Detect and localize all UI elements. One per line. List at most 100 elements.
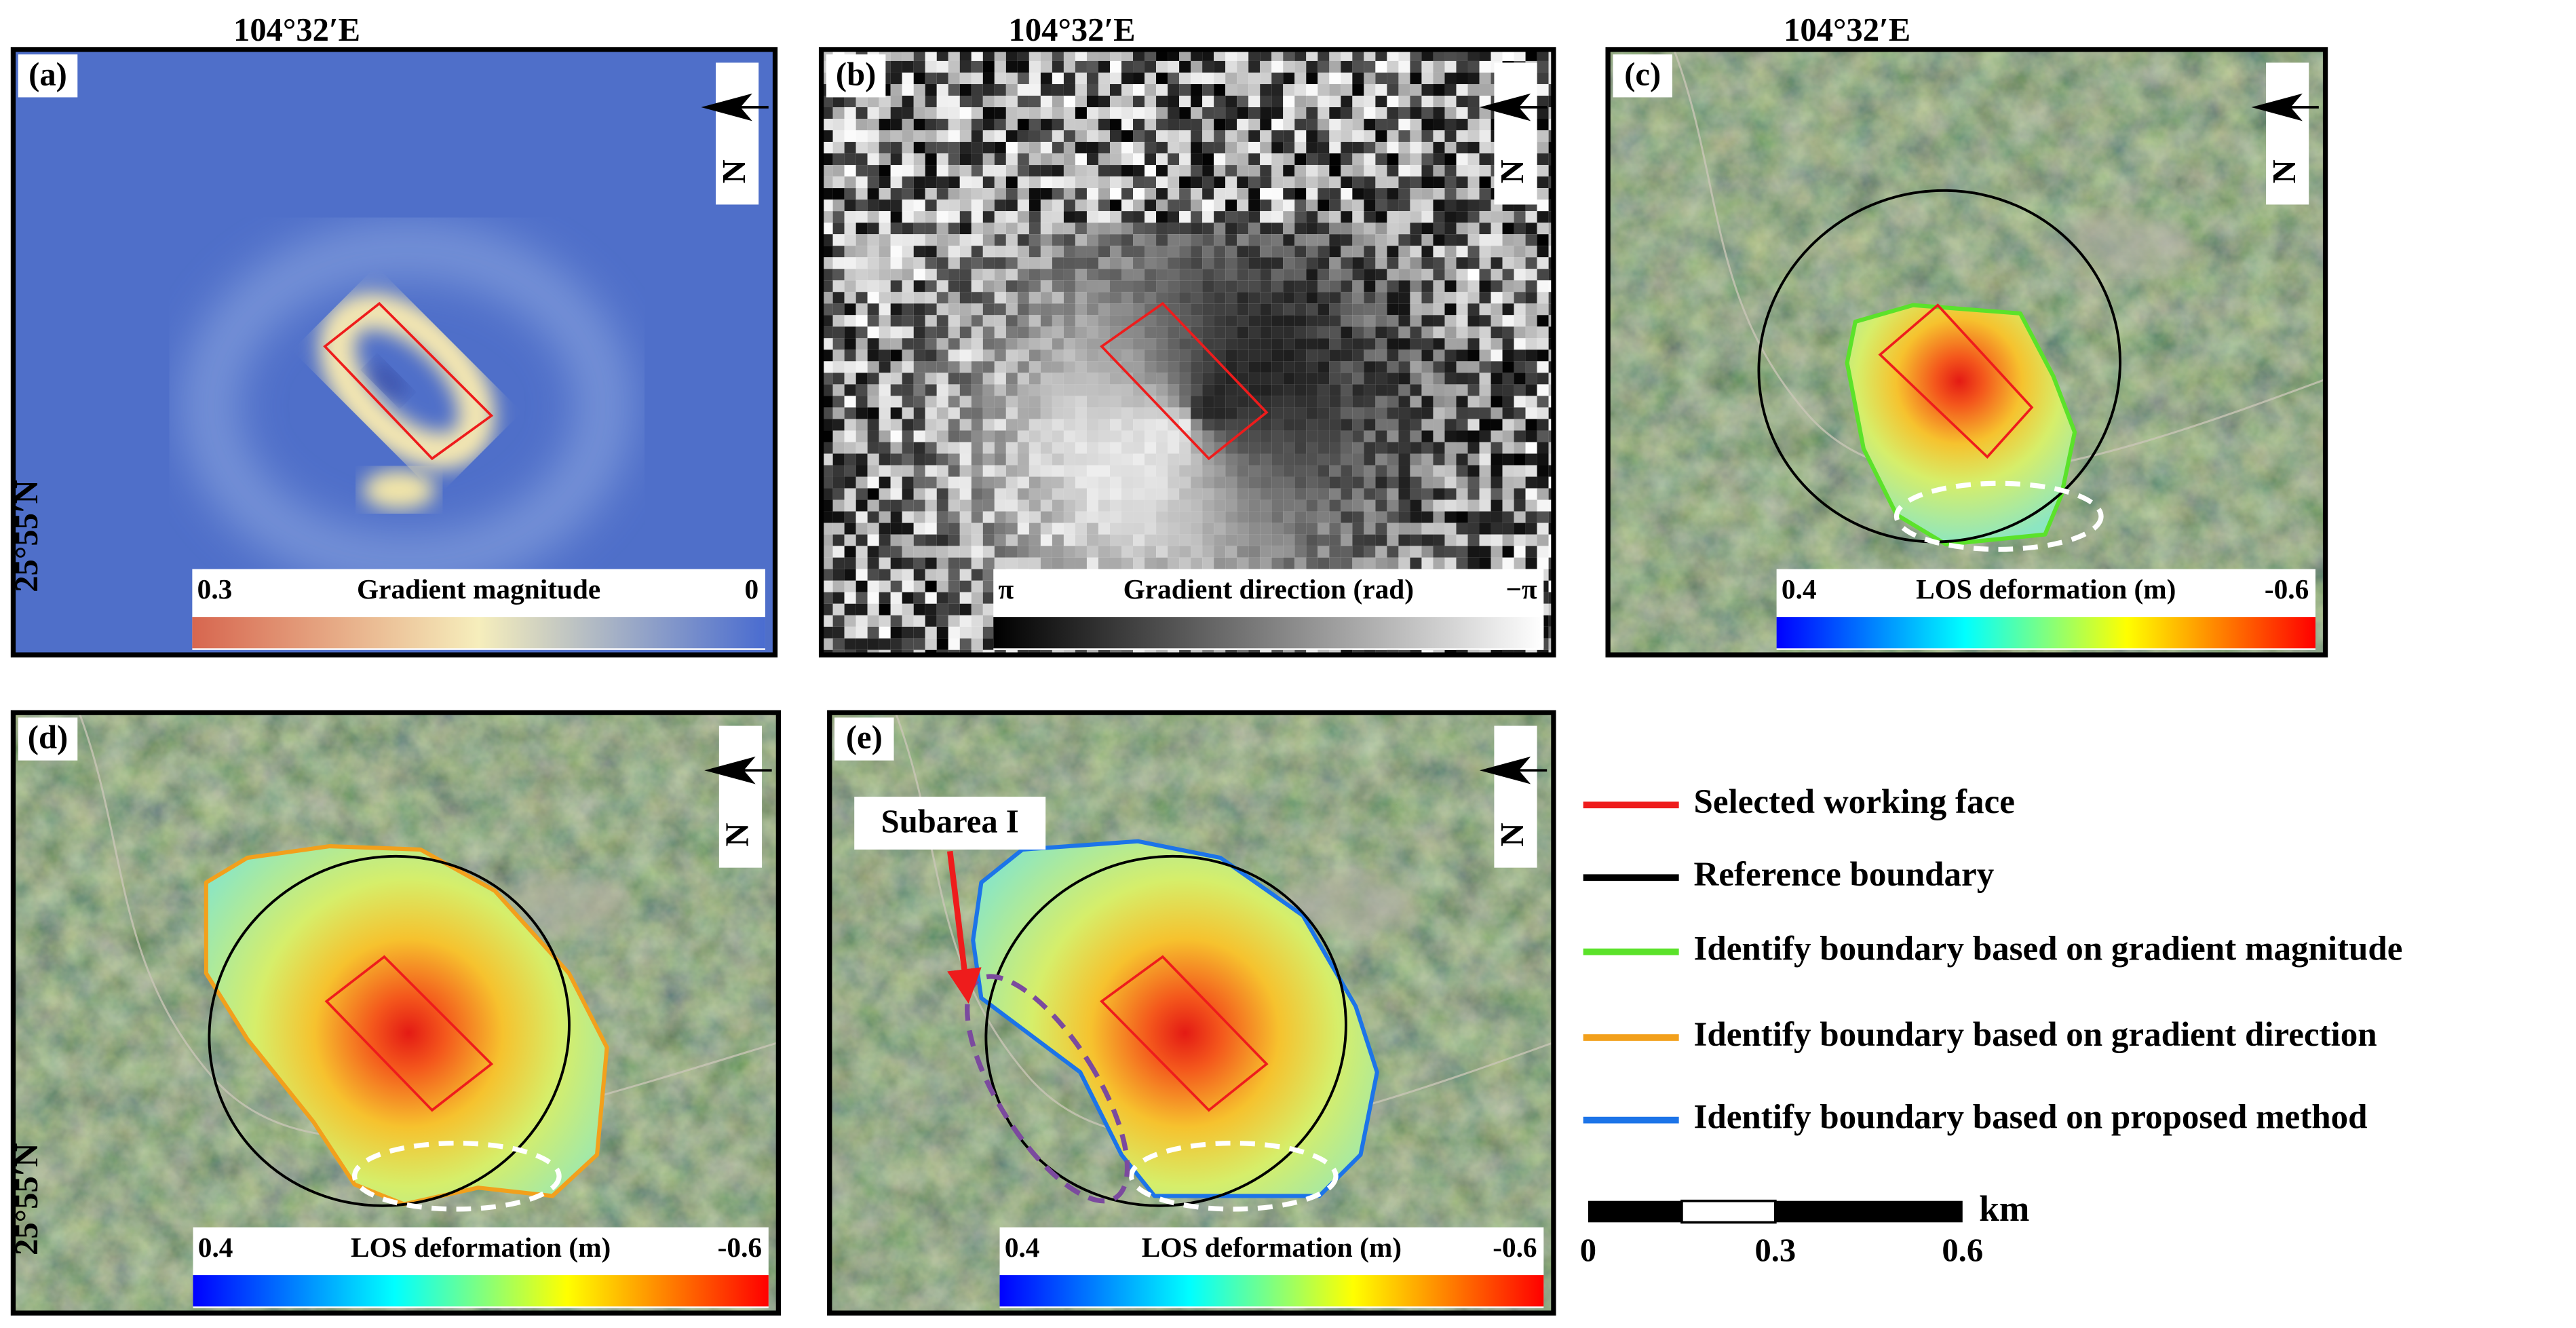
panel-frame <box>827 710 1556 1316</box>
north-label: N <box>719 822 756 846</box>
map-panel: N (d) 0.4 LOS deformation (m) -0.6 <box>10 710 782 1316</box>
dashed-region <box>351 1140 562 1212</box>
north-label: N <box>2266 159 2303 183</box>
colorbar <box>993 617 1544 649</box>
north-arrow <box>2251 93 2319 121</box>
legend-label: Identify boundary based on proposed meth… <box>1694 1098 2368 1136</box>
colorbar-title: LOS deformation (m) <box>1916 573 2176 605</box>
map-panel: N (e) 0.4 LOS deformation (m) -0.6 Subarea I <box>827 710 1556 1316</box>
panel-label-box <box>826 54 886 98</box>
colorbar-right: -0.6 <box>718 1232 762 1263</box>
north-arrow-box <box>718 725 763 868</box>
latitude-label: 25°55′N <box>8 1143 45 1255</box>
north-arrow-box <box>2266 62 2309 205</box>
colorbar-right: -0.6 <box>1493 1232 1537 1263</box>
gradient-lobe <box>362 470 436 510</box>
colorbar-left: 0.4 <box>198 1232 233 1263</box>
north-label: N <box>1494 822 1531 846</box>
north-arrow-box <box>1494 725 1537 868</box>
working-face <box>1100 301 1269 461</box>
dashed-region <box>1893 480 2104 552</box>
colorbar <box>999 1275 1544 1307</box>
panel-frame <box>818 47 1556 658</box>
panel-frame <box>1605 47 2328 658</box>
halo <box>184 224 630 588</box>
panel-label: (a) <box>28 56 67 92</box>
colorbar-title: LOS deformation (m) <box>1142 1232 1402 1264</box>
legend-label: Identify boundary based on gradient dire… <box>1694 1016 2377 1054</box>
working-face <box>1878 303 2034 459</box>
north-arrow-box <box>1494 62 1537 205</box>
colorbar-title: Gradient direction (rad) <box>1123 573 1414 605</box>
north-label: N <box>1494 159 1531 183</box>
figure-content: N (a) 0.3 Gradient magnitude 0 N (b) π Gradient … <box>8 12 2403 1316</box>
scale-label: 0.6 <box>1942 1232 1983 1269</box>
colorbar <box>192 617 765 649</box>
longitude-label: 104°32′E <box>1009 12 1136 48</box>
scale-label: 0 <box>1580 1232 1596 1269</box>
subarea-arrow <box>946 850 982 1004</box>
gradient-core <box>370 363 406 399</box>
dashed-region <box>1128 1140 1339 1212</box>
working-face <box>1100 955 1269 1112</box>
colorbar <box>1776 617 2315 649</box>
colorbar-left: 0.3 <box>197 573 233 605</box>
north-arrow <box>1479 93 1547 121</box>
scale-segment <box>1680 1199 1777 1224</box>
map-panel: N (a) 0.3 Gradient magnitude 0 <box>10 47 778 658</box>
colorbar <box>193 1275 769 1307</box>
deformation-area <box>204 844 609 1207</box>
scale-segment <box>1775 1200 1963 1223</box>
legend-label: Identify boundary based on gradient magn… <box>1694 930 2403 968</box>
legend-label: Selected working face <box>1694 783 2015 821</box>
panel-label: (e) <box>846 719 883 756</box>
map-image <box>1608 49 2326 656</box>
colorbar-left: π <box>999 573 1014 605</box>
deformation-area <box>971 839 1379 1198</box>
panel-label-box <box>18 717 78 761</box>
north-arrow <box>704 756 772 784</box>
reference-boundary <box>208 854 571 1207</box>
latitude-label: 25°55′N <box>8 480 45 592</box>
legend-label: Reference boundary <box>1694 856 1995 894</box>
annotation: Subarea I <box>881 803 1019 840</box>
map-panel: N (b) π Gradient direction (rad) −π <box>818 47 1556 658</box>
subarea-outline <box>964 974 1130 1204</box>
longitude-label: 104°32′E <box>1784 12 1910 48</box>
north-arrow-box <box>716 62 759 205</box>
panel-label-box <box>834 717 894 761</box>
panel-frame <box>10 710 782 1316</box>
colorbar-title: LOS deformation (m) <box>351 1232 611 1264</box>
panel-label-box <box>18 54 78 98</box>
panel-frame <box>10 47 778 658</box>
village <box>2058 213 2191 273</box>
annotation-box <box>854 797 1046 850</box>
map-panel: N (c) 0.4 LOS deformation (m) -0.6 <box>1605 47 2328 658</box>
colorbar-left: 0.4 <box>1005 1232 1040 1263</box>
panel-label-box <box>1613 54 1672 98</box>
working-face <box>324 955 494 1112</box>
north-label: N <box>716 159 752 183</box>
colorbar-right: -0.6 <box>2265 573 2309 605</box>
village <box>1284 875 1417 935</box>
longitude-label: 104°32′E <box>233 12 360 48</box>
colorbar-title: Gradient magnitude <box>357 573 600 605</box>
scale-unit: km <box>1979 1188 2029 1229</box>
map-image <box>13 713 779 1313</box>
gradient-ring <box>318 292 495 470</box>
panel-label: (d) <box>28 719 68 756</box>
road <box>1672 49 2326 476</box>
scale-label: 0.3 <box>1754 1232 1796 1269</box>
working-face <box>323 301 494 461</box>
panel-label: (b) <box>836 56 876 92</box>
north-arrow <box>1479 756 1547 784</box>
colorbar-right: 0 <box>745 573 759 605</box>
colorbar-right: −π <box>1505 573 1537 605</box>
scale-segment <box>1588 1200 1682 1223</box>
north-arrow <box>701 93 769 121</box>
colorbar-left: 0.4 <box>1782 573 1817 605</box>
panel-label: (c) <box>1624 56 1661 92</box>
reference-boundary <box>1757 189 2121 544</box>
map-image <box>13 49 775 656</box>
